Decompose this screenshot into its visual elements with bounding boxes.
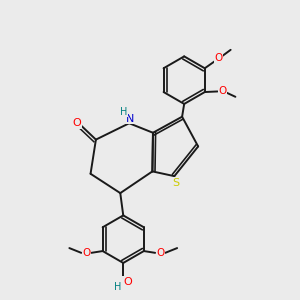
Text: O: O: [73, 118, 82, 128]
Text: H: H: [120, 107, 128, 117]
Text: O: O: [218, 86, 226, 96]
Text: N: N: [126, 114, 134, 124]
Text: O: O: [82, 248, 90, 258]
Text: O: O: [156, 248, 164, 258]
Text: O: O: [214, 52, 223, 63]
Text: S: S: [172, 178, 179, 188]
Text: H: H: [114, 282, 122, 292]
Text: O: O: [123, 277, 132, 287]
